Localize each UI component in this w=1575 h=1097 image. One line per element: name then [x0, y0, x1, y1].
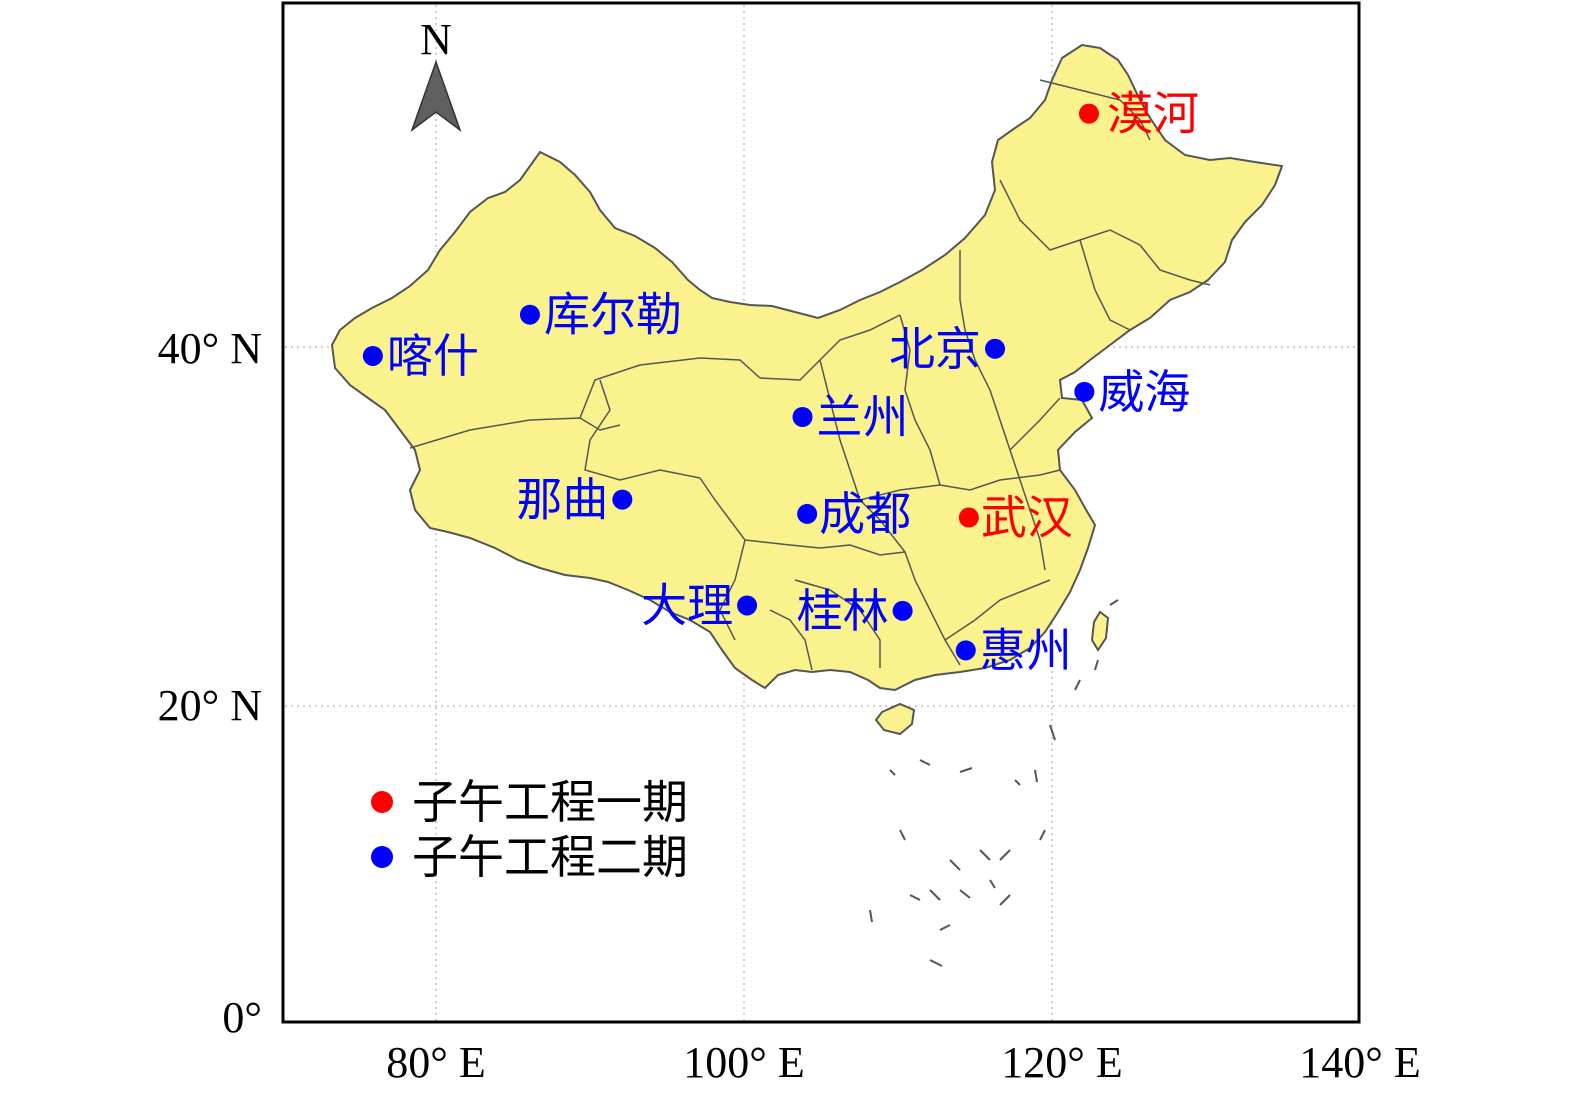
x-tick-label: 100° E	[683, 1038, 804, 1087]
station-marker	[519, 304, 540, 325]
legend: 子午工程一期 子午工程二期	[371, 775, 688, 884]
station-marker	[737, 595, 758, 616]
station-marker	[362, 345, 383, 366]
map-frame	[281, 1, 1361, 1024]
station-marker	[792, 407, 813, 428]
station-label: 威海	[1098, 365, 1190, 419]
x-axis-ticks: 80° E 100° E 120° E 140° E	[386, 1038, 1420, 1087]
station-label: 惠州	[980, 623, 1072, 677]
north-label: N	[420, 15, 452, 64]
y-axis-ticks: 40° N 20° N 0°	[158, 324, 262, 1042]
china-outline	[330, 43, 1284, 692]
station-marker	[612, 489, 633, 510]
station-label: 成都	[819, 487, 911, 541]
station-label: 那曲	[516, 473, 608, 527]
north-arrow: N	[410, 15, 462, 133]
legend-marker-phase1	[371, 791, 393, 813]
x-tick-label: 140° E	[1299, 1038, 1420, 1087]
station-marker	[985, 338, 1006, 359]
station-marker	[958, 507, 979, 528]
station-marker	[892, 600, 913, 621]
y-tick-label: 40° N	[158, 324, 262, 373]
hainan-island	[874, 702, 916, 736]
x-tick-label: 80° E	[386, 1038, 485, 1087]
station-marker	[1074, 381, 1095, 402]
station-label: 库尔勒	[544, 288, 682, 342]
station-label: 兰州	[817, 390, 909, 444]
y-tick-label: 20° N	[158, 681, 262, 730]
china-landmass	[330, 43, 1284, 736]
station-label: 武汉	[981, 491, 1073, 545]
legend-marker-phase2	[371, 846, 393, 868]
legend-label-phase2: 子午工程二期	[412, 830, 688, 884]
station-label: 喀什	[387, 329, 479, 383]
station-marker	[955, 640, 976, 661]
station-label: 北京	[889, 322, 981, 376]
y-tick-label: 0°	[222, 993, 262, 1042]
station-label: 大理	[641, 578, 733, 632]
x-tick-label: 120° E	[1001, 1038, 1122, 1087]
taiwan-island	[1090, 610, 1110, 652]
north-arrow-icon	[410, 59, 462, 133]
station-marker	[1078, 103, 1099, 124]
south-china-sea-islands	[869, 599, 1119, 967]
station-label: 桂林	[797, 584, 889, 638]
province-borders	[409, 79, 1211, 671]
station-marker	[797, 503, 818, 524]
station-label: 漠河	[1107, 87, 1199, 141]
legend-label-phase1: 子午工程一期	[412, 775, 688, 829]
